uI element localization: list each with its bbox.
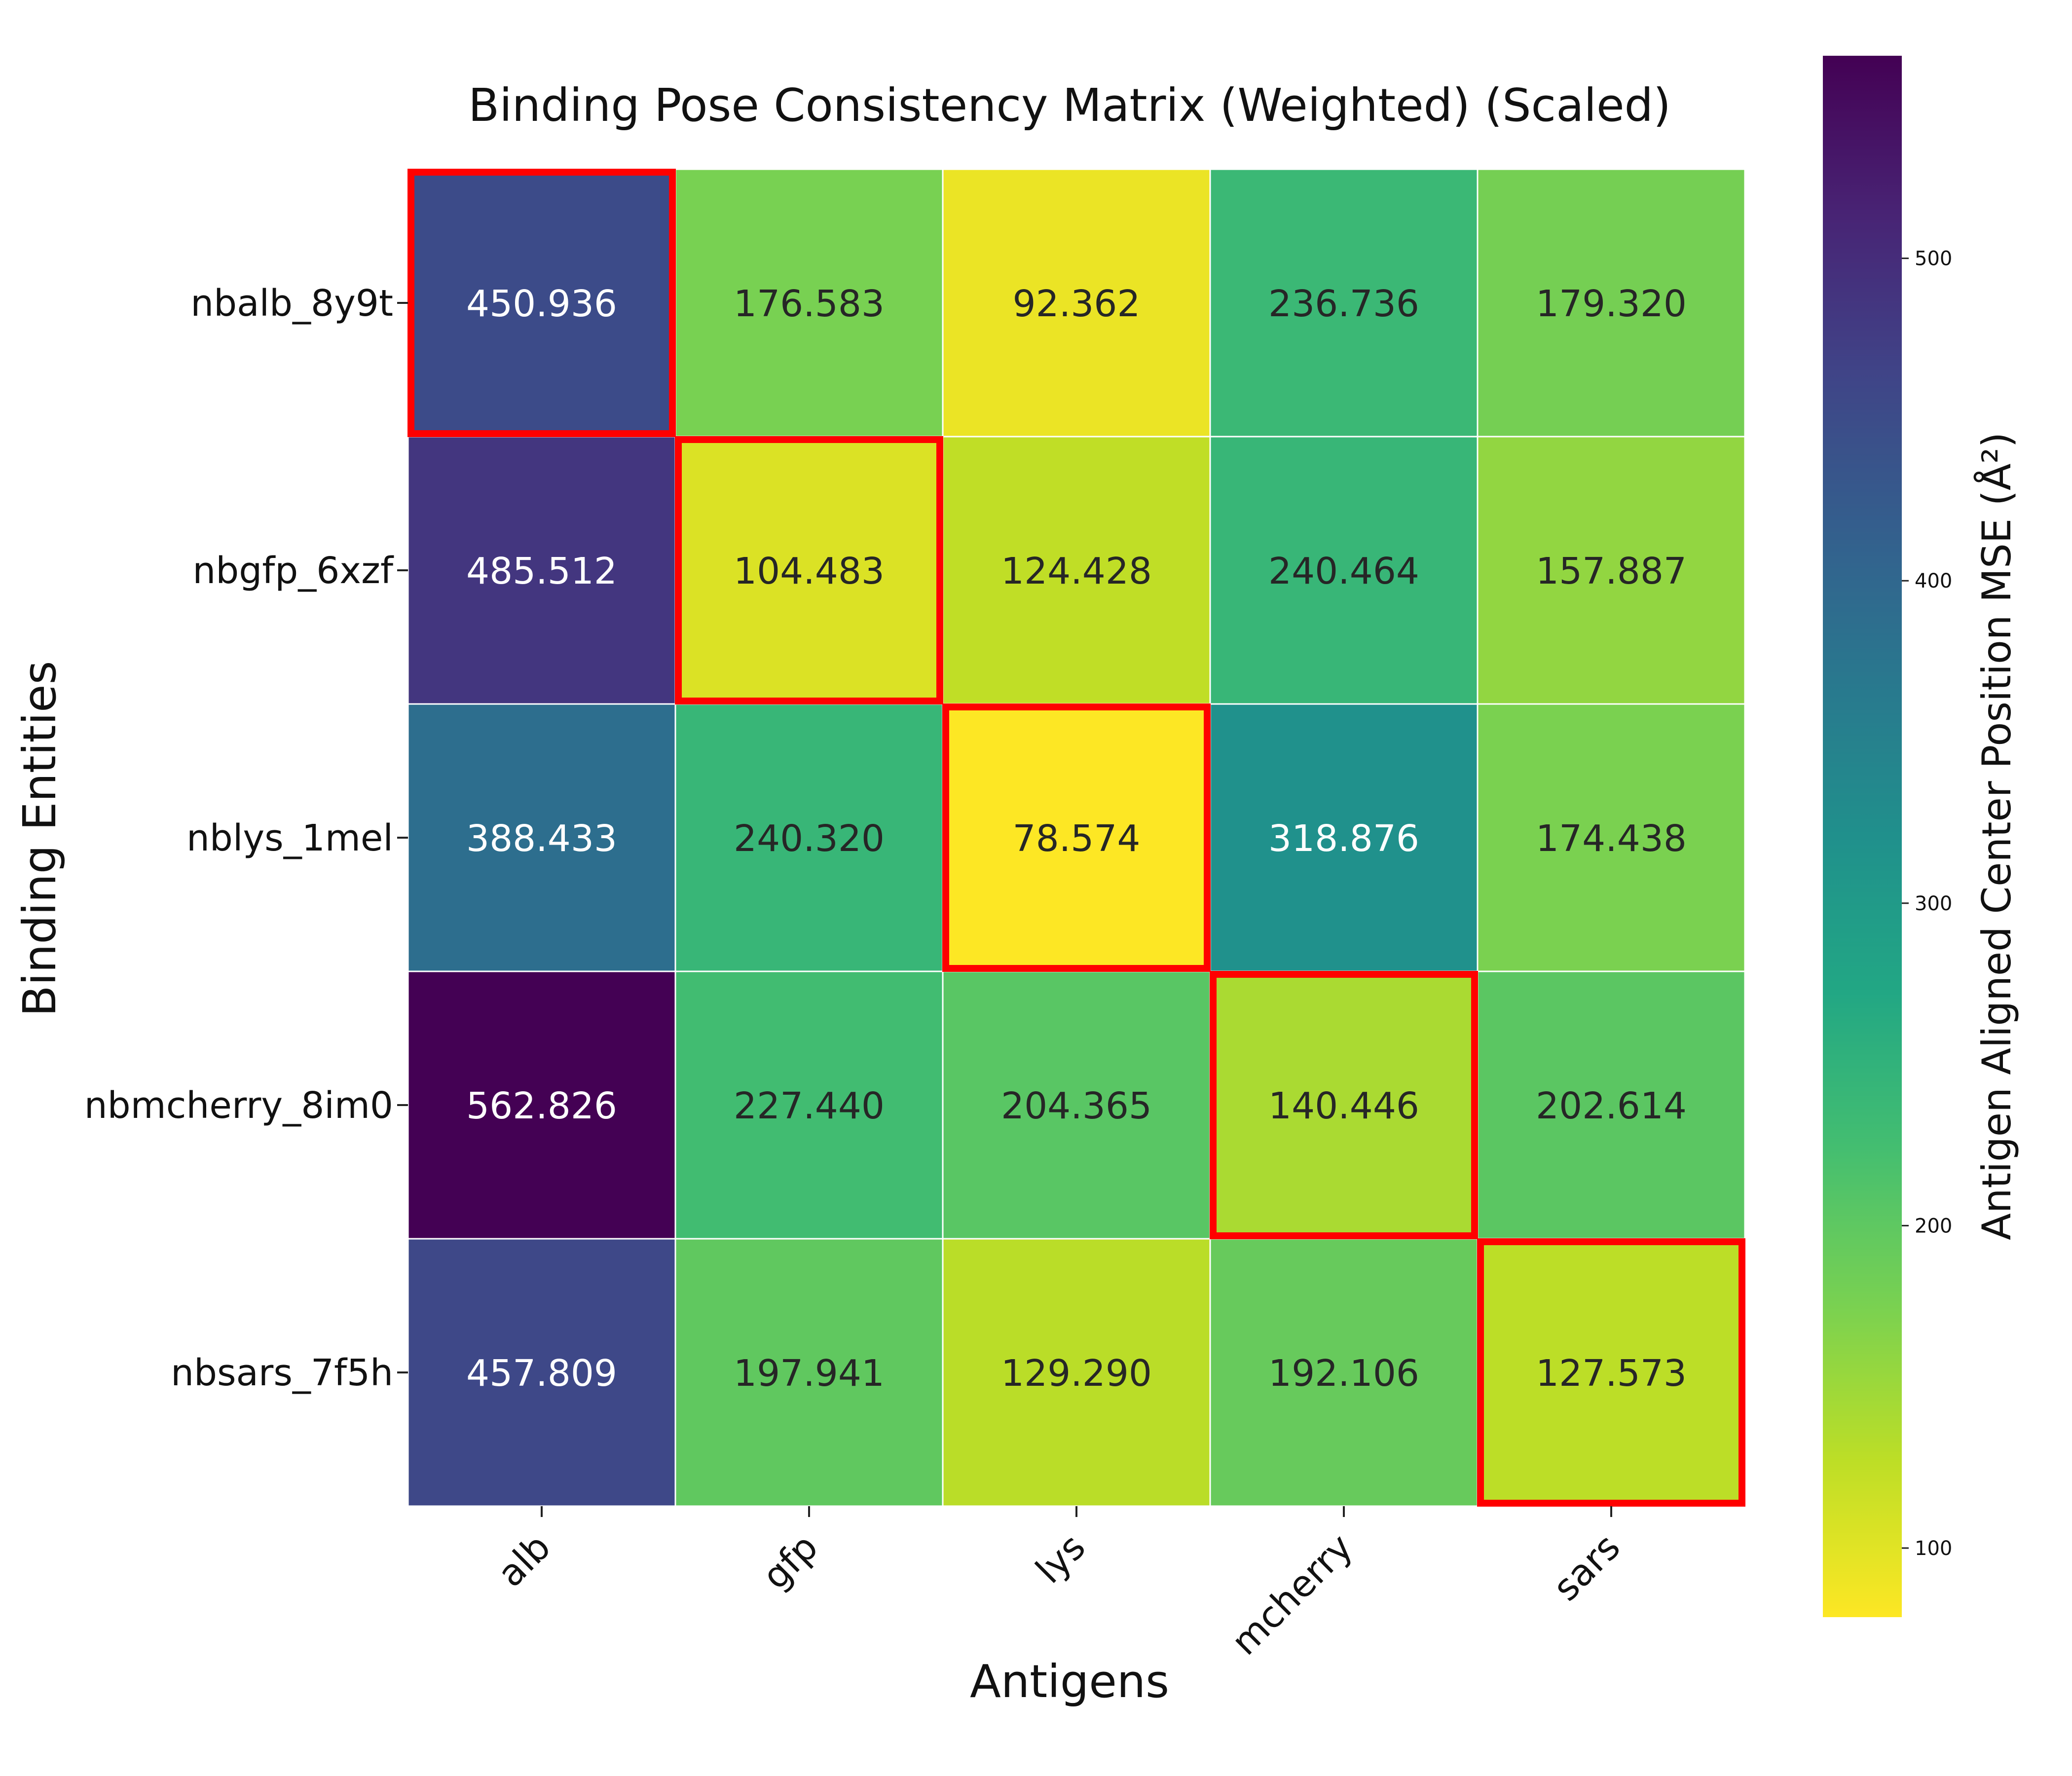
- heatmap-cell: [1209, 970, 1479, 1240]
- cell-value-labels: 450.936 176.583 92.362 236.736 179.320 485.51…: [466, 283, 1687, 1395]
- cell-value-label: 124.428: [1001, 550, 1152, 592]
- y-tick-label: nbmcherry_8im0: [84, 1084, 393, 1127]
- y-tick-label: nbalb_8y9t: [190, 282, 393, 325]
- cell-value-label: 204.365: [1001, 1085, 1152, 1127]
- colorbar-tick-label: 300: [1915, 892, 1952, 915]
- cell-value-label: 157.887: [1536, 550, 1687, 592]
- cell-value-label: 240.320: [734, 817, 885, 860]
- heatmap-cell: [942, 1238, 1211, 1507]
- heatmap-cells: [407, 168, 1746, 1507]
- diagonal-highlight-box: [675, 436, 943, 704]
- cell-value-label: 318.876: [1268, 817, 1419, 860]
- heatmap-cell: [1477, 1238, 1746, 1507]
- colorbar-tick-label: 400: [1915, 570, 1952, 592]
- x-tick-label: alb: [489, 1526, 559, 1595]
- heatmap-cell: [407, 1238, 676, 1507]
- heatmap-cell: [674, 1238, 944, 1507]
- cell-value-label: 562.826: [466, 1085, 617, 1127]
- heatmap-cell: [1477, 970, 1746, 1240]
- cell-value-label: 485.512: [466, 550, 617, 592]
- cell-value-label: 78.574: [1013, 817, 1141, 860]
- diagonal-highlight-box: [1477, 1238, 1745, 1507]
- x-tick-label: lys: [1028, 1526, 1094, 1592]
- x-tick-label: gfp: [754, 1526, 826, 1598]
- cell-value-label: 388.433: [466, 817, 617, 860]
- heatmap-cell: [1477, 703, 1746, 972]
- cell-value-label: 127.573: [1536, 1352, 1687, 1395]
- heatmap-cell: [674, 703, 944, 972]
- cell-value-label: 227.440: [734, 1085, 885, 1127]
- cell-value-label: 240.464: [1268, 550, 1419, 592]
- heatmap-cell: [1209, 703, 1479, 972]
- heatmap-cell: [1477, 436, 1746, 705]
- heatmap-cell: [942, 970, 1211, 1240]
- heatmap-cell: [1209, 168, 1479, 438]
- cell-value-label: 174.438: [1536, 817, 1687, 860]
- chart-title: Binding Pose Consistency Matrix (Weighte…: [468, 79, 1671, 132]
- y-tick-label: nbsars_7f5h: [171, 1352, 393, 1394]
- heatmap-cell: [407, 168, 676, 438]
- heatmap-cell: [407, 436, 676, 705]
- colorbar-ticks: 100 200 300 400 500: [1902, 248, 1952, 1560]
- colorbar-tick-label: 100: [1915, 1537, 1952, 1560]
- colorbar-label: Antigen Aligned Center Position MSE (Å²): [1973, 432, 2020, 1240]
- colorbar-tick-label: 500: [1915, 248, 1952, 270]
- y-tick-label: nblys_1mel: [186, 817, 393, 859]
- diagonal-highlight-box: [1210, 971, 1478, 1239]
- y-tick-label: nbgfp_6xzf: [192, 550, 394, 592]
- cell-value-label: 457.809: [466, 1352, 617, 1395]
- cell-value-label: 202.614: [1536, 1085, 1687, 1127]
- cell-value-label: 176.583: [734, 283, 885, 325]
- heatmap-cell: [942, 168, 1211, 438]
- heatmap-cell: [674, 168, 944, 438]
- colorbar: [1823, 56, 1902, 1617]
- cell-value-label: 179.320: [1536, 283, 1687, 325]
- diagonal-highlight-box: [407, 169, 676, 437]
- x-tick-label: sars: [1545, 1526, 1628, 1609]
- cell-value-label: 92.362: [1013, 283, 1141, 325]
- heatmap-cell: [674, 970, 944, 1240]
- cell-value-label: 197.941: [734, 1352, 885, 1395]
- cell-value-label: 192.106: [1268, 1352, 1419, 1395]
- colorbar-tick-label: 200: [1915, 1215, 1952, 1237]
- x-axis-label: Antigens: [970, 1655, 1169, 1708]
- cell-value-label: 236.736: [1268, 283, 1419, 325]
- diagonal-highlight-box: [942, 703, 1211, 972]
- cell-value-label: 450.936: [466, 283, 617, 325]
- heatmap-cell: [1477, 168, 1746, 438]
- cell-value-label: 140.446: [1268, 1085, 1419, 1127]
- x-tick-label: mcherry: [1223, 1526, 1361, 1664]
- heatmap-cell: [942, 436, 1211, 705]
- y-axis-label: Binding Entities: [13, 661, 66, 1016]
- heatmap-cell: [674, 436, 944, 705]
- diagonal-highlights: [407, 169, 1745, 1507]
- heatmap-cell: [942, 703, 1211, 972]
- cell-value-label: 104.483: [734, 550, 885, 592]
- cell-value-label: 129.290: [1001, 1352, 1152, 1395]
